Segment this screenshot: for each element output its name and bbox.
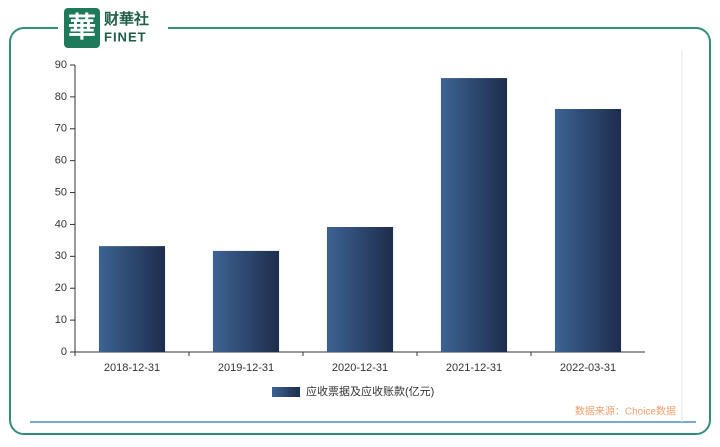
y-tick-label: 50 xyxy=(55,186,67,198)
y-tick-label: 40 xyxy=(55,218,67,230)
x-tick-label: 2020-12-31 xyxy=(332,362,388,374)
logo-char: 華 xyxy=(68,11,96,42)
y-tick-label: 90 xyxy=(55,59,67,71)
bar xyxy=(554,109,622,352)
y-tick-label: 60 xyxy=(55,155,67,167)
x-tick-label: 2022-03-31 xyxy=(560,362,616,374)
y-tick-label: 70 xyxy=(55,123,67,135)
y-tick-label: 10 xyxy=(55,314,67,326)
logo-box xyxy=(64,8,100,48)
x-tick-label: 2018-12-31 xyxy=(104,362,160,374)
source: 数据来源：Choice数据 xyxy=(575,405,676,418)
y-tick-label: 80 xyxy=(55,91,67,103)
x-tick-label: 2021-12-31 xyxy=(446,362,502,374)
bar xyxy=(98,246,166,352)
brand-en: FINET xyxy=(104,29,147,44)
bar xyxy=(212,250,280,352)
legend-label: 应收票据及应收账款(亿元) xyxy=(306,384,434,398)
y-tick-label: 30 xyxy=(55,250,67,262)
x-tick-label: 2019-12-31 xyxy=(218,362,274,374)
brand: 财華社 xyxy=(104,10,149,28)
bar xyxy=(440,78,508,352)
bar xyxy=(326,226,394,352)
y-tick-label: 20 xyxy=(55,282,67,294)
legend-swatch xyxy=(272,387,300,397)
frame xyxy=(9,27,711,435)
y-tick-label: 0 xyxy=(61,346,67,358)
